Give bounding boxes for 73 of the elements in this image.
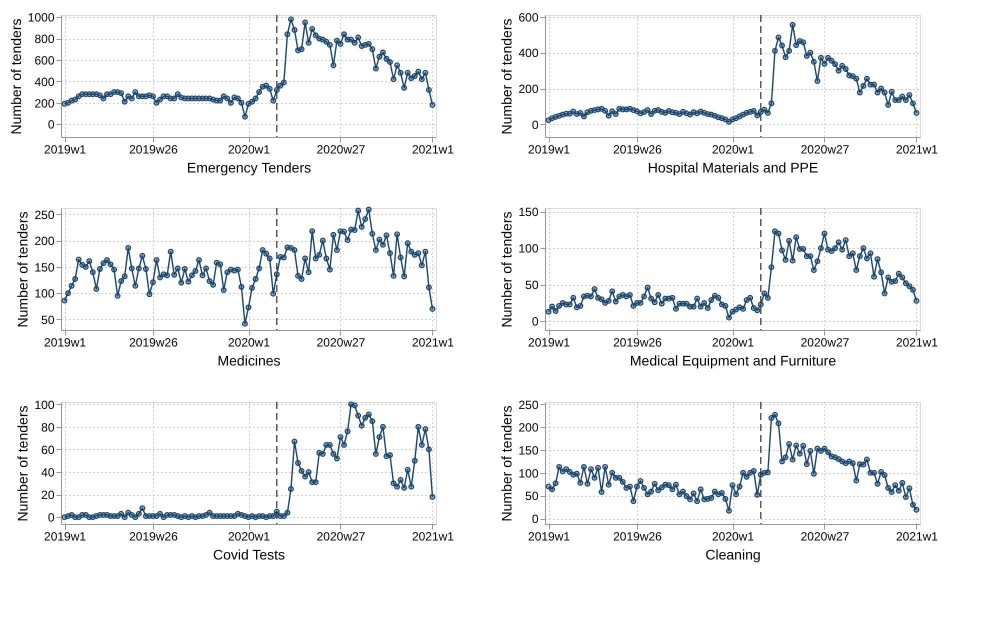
x-tick-label: 2021w1 (896, 336, 938, 350)
y-axis-title: Number of tenders (14, 212, 30, 328)
x-tick-label: 2020w27 (800, 336, 850, 350)
x-axis-title: Medical Equipment and Furniture (630, 352, 836, 368)
x-tick-label: 2020w1 (712, 142, 754, 156)
x-tick-label: 2019w26 (129, 336, 178, 350)
y-tick-label: 0 (48, 510, 55, 525)
x-tick-label: 2020w1 (712, 530, 754, 544)
y-tick-label: 250 (34, 208, 55, 222)
x-tick-label: 2019w1 (44, 142, 86, 156)
y-tick-label: 50 (41, 312, 55, 327)
y-tick-label: 100 (518, 466, 539, 480)
y-tick-label: 1000 (28, 10, 55, 25)
y-axis-title: Number of tenders (498, 212, 514, 328)
y-tick-label: 100 (518, 242, 539, 256)
x-tick-label: 2019w1 (44, 530, 86, 544)
y-axis-title: Number of tenders (8, 18, 24, 134)
y-axis-title: Number of tenders (14, 406, 30, 522)
x-tick-label: 2020w1 (712, 336, 754, 350)
y-tick-label: 200 (518, 420, 539, 435)
x-tick-label: 2020w1 (228, 336, 270, 350)
x-tick-label: 2019w26 (613, 142, 662, 156)
y-tick-label: 800 (34, 32, 55, 46)
x-axis-title: Hospital Materials and PPE (648, 160, 818, 176)
x-tick-label: 2020w27 (800, 142, 850, 156)
y-tick-label: 40 (41, 466, 55, 480)
y-tick-label: 50 (525, 278, 539, 292)
y-tick-label: 400 (518, 46, 539, 60)
x-tick-label: 2019w26 (129, 530, 178, 544)
y-tick-label: 600 (34, 53, 55, 68)
y-tick-label: 60 (41, 442, 55, 457)
x-tick-label: 2019w26 (129, 142, 178, 156)
x-tick-label: 2020w27 (316, 142, 366, 156)
x-tick-label: 2021w1 (412, 142, 454, 156)
x-axis-title: Emergency Tenders (186, 160, 312, 176)
y-tick-label: 150 (518, 205, 539, 220)
x-axis-title: Covid Tests (212, 546, 286, 562)
y-tick-label: 150 (34, 260, 55, 274)
y-axis-title: Number of tenders (498, 18, 514, 134)
x-tick-label: 2021w1 (896, 530, 938, 544)
x-tick-label: 2019w1 (528, 530, 570, 544)
y-tick-label: 0 (48, 118, 55, 132)
x-tick-label: 2021w1 (412, 530, 454, 544)
x-tick-label: 2019w26 (613, 530, 662, 544)
y-tick-label: 200 (34, 234, 55, 248)
x-tick-label: 2020w1 (228, 142, 270, 156)
y-tick-label: 0 (532, 118, 539, 132)
y-tick-label: 400 (34, 74, 55, 89)
y-tick-label: 200 (34, 96, 55, 110)
y-tick-label: 100 (34, 398, 55, 412)
y-tick-label: 600 (518, 10, 539, 24)
y-axis-title: Number of tenders (498, 406, 514, 522)
y-tick-label: 200 (518, 82, 539, 96)
x-axis-title: Medicines (217, 352, 281, 368)
x-tick-label: 2021w1 (896, 142, 938, 156)
x-tick-label: 2019w1 (44, 336, 86, 350)
x-tick-label: 2020w1 (228, 530, 270, 544)
x-tick-label: 2020w27 (316, 530, 366, 544)
y-tick-label: 100 (34, 286, 55, 301)
x-tick-label: 2020w27 (800, 530, 850, 544)
y-tick-label: 50 (525, 489, 539, 504)
x-tick-label: 2020w27 (316, 336, 366, 350)
y-tick-label: 20 (41, 488, 55, 502)
y-tick-label: 150 (518, 443, 539, 458)
x-tick-label: 2019w1 (528, 142, 570, 156)
y-tick-label: 0 (532, 314, 539, 329)
x-tick-label: 2019w1 (528, 336, 570, 350)
x-tick-label: 2019w26 (613, 336, 662, 350)
y-tick-label: 250 (518, 398, 539, 412)
y-tick-label: 0 (532, 512, 539, 526)
x-tick-label: 2021w1 (412, 336, 454, 350)
y-tick-label: 80 (41, 420, 55, 434)
x-axis-title: Cleaning (705, 546, 761, 562)
